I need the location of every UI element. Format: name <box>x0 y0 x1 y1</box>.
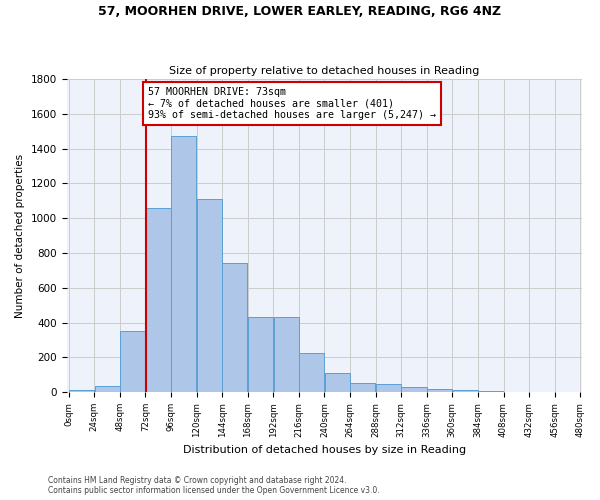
Bar <box>478 391 503 392</box>
Bar <box>452 390 478 392</box>
Bar <box>95 386 119 392</box>
Bar <box>146 208 171 392</box>
Bar <box>427 388 452 392</box>
Text: 57 MOORHEN DRIVE: 73sqm
← 7% of detached houses are smaller (401)
93% of semi-de: 57 MOORHEN DRIVE: 73sqm ← 7% of detached… <box>148 87 436 120</box>
Bar <box>248 318 273 392</box>
Title: Size of property relative to detached houses in Reading: Size of property relative to detached ho… <box>169 66 479 76</box>
Bar <box>197 199 222 392</box>
X-axis label: Distribution of detached houses by size in Reading: Distribution of detached houses by size … <box>183 445 466 455</box>
Text: Contains HM Land Registry data © Crown copyright and database right 2024.
Contai: Contains HM Land Registry data © Crown c… <box>48 476 380 495</box>
Bar <box>69 390 94 392</box>
Bar <box>350 382 376 392</box>
Bar <box>274 318 299 392</box>
Bar <box>171 136 196 392</box>
Bar <box>401 387 427 392</box>
Y-axis label: Number of detached properties: Number of detached properties <box>15 154 25 318</box>
Bar <box>299 353 324 392</box>
Bar <box>376 384 401 392</box>
Text: 57, MOORHEN DRIVE, LOWER EARLEY, READING, RG6 4NZ: 57, MOORHEN DRIVE, LOWER EARLEY, READING… <box>98 5 502 18</box>
Bar <box>223 262 247 392</box>
Bar <box>325 373 350 392</box>
Bar <box>120 331 145 392</box>
